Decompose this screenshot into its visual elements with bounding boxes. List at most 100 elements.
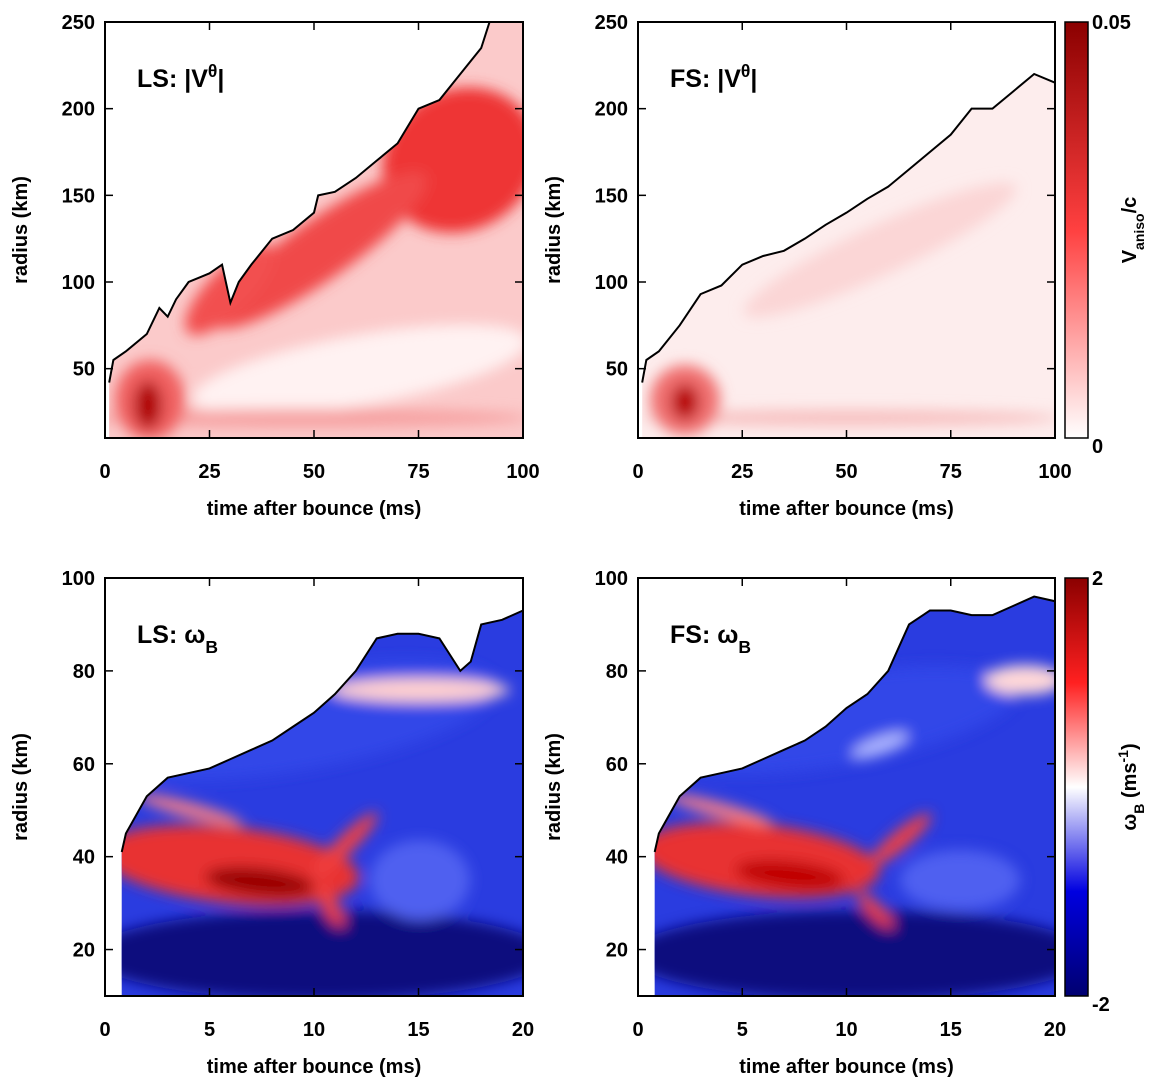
panel-title: FS: ωB xyxy=(670,621,751,657)
field-blob xyxy=(671,384,699,420)
x-tick-label: 10 xyxy=(303,1019,325,1041)
field-blob xyxy=(654,910,1055,996)
y-axis-label: radius (km) xyxy=(10,733,32,841)
x-tick-label: 15 xyxy=(940,1019,962,1041)
x-tick-label: 75 xyxy=(407,461,429,483)
x-tick-label: 5 xyxy=(737,1019,748,1041)
text-part: B xyxy=(1131,804,1147,814)
colorbar-tick-label: 2 xyxy=(1092,568,1103,590)
text-part: V xyxy=(1119,249,1141,263)
colorbar xyxy=(1064,577,1089,997)
y-tick-label: 100 xyxy=(62,568,95,590)
shock-line xyxy=(108,21,523,383)
text-part: θ xyxy=(741,61,750,81)
y-tick-label: 100 xyxy=(595,568,628,590)
text-part: aniso xyxy=(1131,213,1147,250)
field-blob xyxy=(642,410,1055,426)
field-blob xyxy=(868,813,932,867)
field-blob xyxy=(136,794,244,826)
x-axis-label: time after bounce (ms) xyxy=(739,1056,953,1078)
y-tick-label: 20 xyxy=(73,940,95,962)
field-blob xyxy=(330,678,510,702)
text-part: B xyxy=(738,637,751,657)
text-part: θ xyxy=(208,61,217,81)
text-part: /c xyxy=(1119,197,1141,214)
field-blob xyxy=(851,732,909,758)
text-part: (ms xyxy=(1119,762,1141,803)
text-part: FS: ω xyxy=(670,621,738,649)
field-blobs xyxy=(642,182,1055,435)
x-tick-label: 0 xyxy=(632,461,643,483)
text-part: ) xyxy=(1119,743,1141,750)
x-tick-label: 75 xyxy=(940,461,962,483)
field-blob xyxy=(315,882,345,928)
field-blob xyxy=(121,910,523,996)
field-blob xyxy=(192,324,524,416)
field-blob xyxy=(134,381,162,429)
y-tick-label: 150 xyxy=(595,185,628,207)
x-tick-label: 10 xyxy=(835,1019,857,1041)
x-axis-label: time after bounce (ms) xyxy=(739,498,953,520)
x-tick-label: 25 xyxy=(198,461,220,483)
shock-line xyxy=(641,72,1056,383)
x-tick-label: 50 xyxy=(835,461,857,483)
y-axis-label: radius (km) xyxy=(543,176,565,284)
field-blob xyxy=(205,866,315,898)
field-blob xyxy=(735,859,845,891)
y-tick-label: 60 xyxy=(606,754,628,776)
panel-title: LS: ωB xyxy=(137,621,218,657)
x-axis-label: time after bounce (ms) xyxy=(207,498,421,520)
y-tick-label: 50 xyxy=(606,359,628,381)
field-blob xyxy=(312,812,378,878)
field-blob xyxy=(985,665,1055,695)
text-part: | xyxy=(217,65,224,93)
y-tick-label: 80 xyxy=(73,661,95,683)
colorbar-label: ωB (ms-1) xyxy=(1115,743,1147,830)
y-tick-label: 50 xyxy=(73,359,95,381)
colorbar xyxy=(1064,21,1089,439)
y-tick-label: 250 xyxy=(595,12,628,34)
field-blob xyxy=(856,891,894,929)
x-tick-label: 20 xyxy=(1044,1019,1066,1041)
field-blob xyxy=(900,850,1020,910)
x-tick-label: 25 xyxy=(731,461,753,483)
y-tick-label: 40 xyxy=(606,847,628,869)
y-tick-label: 100 xyxy=(62,272,95,294)
y-tick-label: 200 xyxy=(595,99,628,121)
y-tick-label: 40 xyxy=(73,847,95,869)
text-part: -1 xyxy=(1115,750,1131,763)
field-blobs xyxy=(109,87,524,438)
text-part: B xyxy=(205,637,218,657)
text-part: | xyxy=(750,65,757,93)
shock-line xyxy=(653,595,1056,853)
y-tick-label: 250 xyxy=(62,12,95,34)
colorbar-label: Vaniso/c xyxy=(1119,197,1147,264)
y-tick-label: 80 xyxy=(606,661,628,683)
colorbar-tick-label: 0.05 xyxy=(1092,12,1131,34)
shock-line xyxy=(120,609,524,853)
text-part: LS: ω xyxy=(137,621,205,649)
x-tick-label: 100 xyxy=(1038,461,1071,483)
field-blob xyxy=(370,840,470,920)
y-tick-label: 150 xyxy=(62,185,95,207)
colorbar-tick-label: 0 xyxy=(1092,436,1103,458)
y-tick-label: 60 xyxy=(73,754,95,776)
y-tick-label: 200 xyxy=(62,99,95,121)
text-part: LS: |V xyxy=(137,65,208,93)
colorbar-tick-label: -2 xyxy=(1092,994,1110,1016)
field-blobs xyxy=(654,665,1055,996)
x-axis-label: time after bounce (ms) xyxy=(207,1056,421,1078)
x-tick-label: 0 xyxy=(99,461,110,483)
field-blob xyxy=(743,182,1017,318)
x-tick-label: 15 xyxy=(407,1019,429,1041)
y-tick-label: 100 xyxy=(595,272,628,294)
field-blob xyxy=(212,171,428,329)
text-part: FS: |V xyxy=(670,65,741,93)
x-tick-label: 0 xyxy=(99,1019,110,1041)
x-tick-label: 5 xyxy=(204,1019,215,1041)
field-blob xyxy=(666,794,774,826)
panel-title: FS: |Vθ| xyxy=(670,61,757,93)
y-axis-label: radius (km) xyxy=(543,733,565,841)
x-tick-label: 0 xyxy=(632,1019,643,1041)
